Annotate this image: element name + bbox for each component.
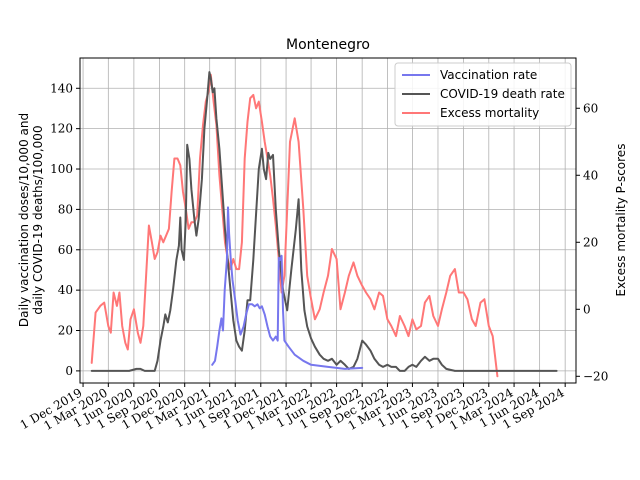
- right-axis-label-group: Excess mortality P-scores: [614, 144, 628, 297]
- y-right-tick-label-0: −20: [583, 369, 608, 383]
- y-right-tick-label-1: 0: [583, 302, 591, 316]
- legend-label-vaccination: Vaccination rate: [440, 68, 537, 82]
- legend-box: [394, 62, 572, 127]
- left-axis-label-line-2: daily COVID-19 deaths/100,000: [31, 125, 45, 314]
- y-left-tick-label-3: 60: [58, 243, 73, 257]
- series-layer: [90, 71, 558, 378]
- y-right-tick-label-4: 60: [583, 101, 598, 115]
- left-axis-label-line-1: Daily vaccination doses/10,000 and: [17, 113, 31, 327]
- series-line-vaccination: [211, 206, 364, 370]
- grid: [80, 58, 576, 383]
- y-left-tick-label-1: 20: [58, 324, 73, 338]
- y-left-tick-label-7: 140: [50, 81, 73, 95]
- legend: Vaccination rate COVID-19 death rate Exc…: [394, 62, 572, 127]
- series-line-deaths: [90, 71, 558, 372]
- y-left-tick-label-5: 100: [50, 162, 73, 176]
- left-axis-label-group: Daily vaccination doses/10,000 and daily…: [17, 113, 45, 327]
- right-axis-label: Excess mortality P-scores: [614, 144, 628, 297]
- y-left-tick-label-2: 40: [58, 283, 73, 297]
- y-right-tick-label-2: 20: [583, 235, 598, 249]
- plot-frame: [79, 57, 577, 384]
- y-right-tick-label-3: 40: [583, 168, 598, 182]
- y-left-tick-label-0: 0: [65, 364, 73, 378]
- series-line-excess: [90, 73, 499, 378]
- chart-title: Montenegro: [286, 37, 370, 53]
- legend-label-excess: Excess mortality: [440, 106, 539, 120]
- y-left-tick-label-6: 120: [50, 122, 73, 136]
- y-left-tick-label-4: 80: [58, 202, 73, 216]
- legend-label-deaths: COVID-19 death rate: [440, 87, 565, 101]
